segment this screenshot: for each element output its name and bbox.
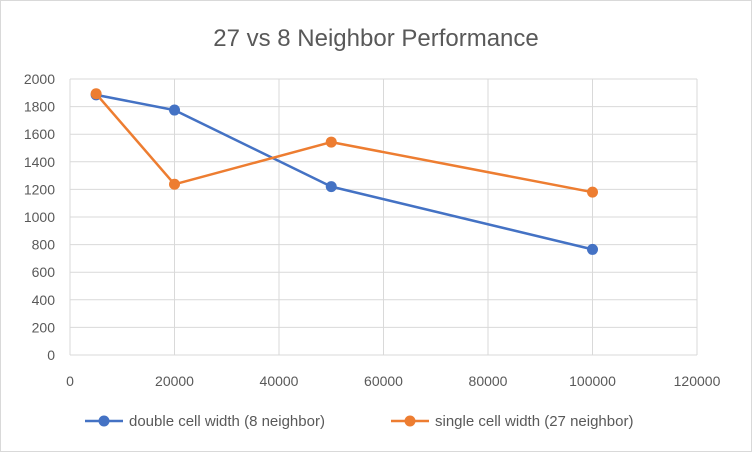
y-tick-label: 0 bbox=[47, 347, 55, 363]
y-tick-label: 600 bbox=[32, 264, 56, 280]
gridlines bbox=[69, 78, 698, 356]
legend-marker bbox=[404, 415, 416, 427]
x-axis-ticks: 0 20000 40000 60000 80000 100000 120000 bbox=[66, 373, 720, 389]
data-point bbox=[587, 243, 598, 255]
data-point bbox=[587, 186, 598, 198]
y-tick-label: 200 bbox=[32, 319, 56, 335]
data-point bbox=[169, 178, 180, 190]
y-tick-label: 800 bbox=[32, 237, 56, 253]
x-tick-label: 20000 bbox=[155, 373, 194, 389]
legend-marker bbox=[98, 415, 110, 427]
y-tick-label: 1000 bbox=[24, 209, 55, 225]
y-tick-label: 2000 bbox=[24, 71, 55, 87]
series-line-1 bbox=[95, 93, 593, 251]
legend-label: single cell width (27 neighbor) bbox=[435, 413, 633, 430]
data-point bbox=[325, 181, 337, 193]
y-tick-label: 400 bbox=[32, 292, 56, 308]
x-tick-label: 0 bbox=[66, 373, 74, 389]
y-tick-label: 1800 bbox=[24, 99, 55, 115]
legend-label: double cell width (8 neighbor) bbox=[129, 413, 325, 430]
x-tick-label: 120000 bbox=[674, 373, 721, 389]
series-group bbox=[90, 88, 598, 255]
x-tick-label: 60000 bbox=[364, 373, 403, 389]
series-line-2 bbox=[95, 92, 593, 194]
y-axis-ticks: 0 200 400 600 800 1000 1200 1400 1600 1800 2000 bbox=[24, 71, 55, 363]
data-point bbox=[169, 104, 180, 116]
x-tick-label: 80000 bbox=[469, 373, 508, 389]
data-point bbox=[90, 88, 102, 100]
y-tick-label: 1600 bbox=[24, 126, 55, 142]
data-point bbox=[325, 136, 337, 148]
y-tick-label: 1400 bbox=[24, 154, 55, 170]
x-tick-label: 100000 bbox=[569, 373, 616, 389]
x-tick-label: 40000 bbox=[260, 373, 299, 389]
y-tick-label: 1200 bbox=[24, 181, 55, 197]
legend: double cell width (8 neighbor) single cel… bbox=[85, 413, 633, 430]
chart-title: 27 vs 8 Neighbor Performance bbox=[213, 25, 539, 52]
